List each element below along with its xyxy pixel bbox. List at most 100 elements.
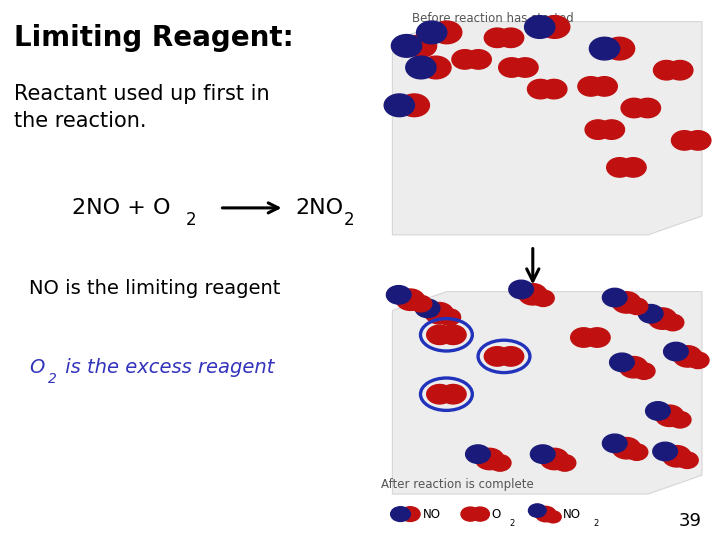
Circle shape — [648, 308, 677, 329]
Text: O: O — [29, 357, 44, 377]
Circle shape — [667, 60, 693, 80]
Circle shape — [518, 284, 547, 305]
Circle shape — [620, 158, 646, 177]
Circle shape — [672, 131, 698, 150]
Circle shape — [633, 363, 655, 379]
Circle shape — [654, 60, 680, 80]
Circle shape — [498, 347, 523, 366]
Circle shape — [610, 353, 634, 372]
Circle shape — [619, 356, 648, 378]
Circle shape — [509, 280, 534, 299]
Circle shape — [387, 286, 411, 304]
Circle shape — [604, 37, 634, 60]
Text: 2NO + O: 2NO + O — [72, 198, 171, 218]
Circle shape — [440, 384, 466, 404]
Circle shape — [512, 58, 538, 77]
Circle shape — [531, 445, 555, 463]
Text: O: O — [491, 508, 500, 521]
Circle shape — [396, 289, 425, 310]
Text: 39: 39 — [679, 512, 702, 530]
Circle shape — [410, 295, 432, 312]
Circle shape — [584, 328, 610, 347]
Circle shape — [578, 77, 604, 96]
Text: 2: 2 — [344, 211, 355, 229]
Circle shape — [384, 94, 415, 117]
Circle shape — [540, 448, 569, 470]
Circle shape — [612, 437, 641, 459]
Circle shape — [598, 120, 624, 139]
Circle shape — [685, 131, 711, 150]
Circle shape — [669, 411, 691, 428]
Circle shape — [438, 309, 461, 325]
Circle shape — [590, 37, 620, 60]
Circle shape — [475, 448, 504, 470]
Circle shape — [634, 98, 660, 118]
Circle shape — [452, 50, 478, 69]
Circle shape — [612, 292, 641, 313]
Circle shape — [603, 288, 627, 307]
Circle shape — [662, 446, 691, 467]
Circle shape — [545, 511, 561, 523]
Circle shape — [461, 507, 480, 521]
Circle shape — [440, 325, 466, 345]
Circle shape — [399, 94, 429, 117]
Circle shape — [498, 28, 523, 48]
Circle shape — [532, 290, 554, 306]
Circle shape — [415, 299, 440, 318]
Circle shape — [465, 50, 491, 69]
Circle shape — [406, 56, 436, 79]
Text: NO is the limiting reagent: NO is the limiting reagent — [29, 279, 280, 299]
Circle shape — [687, 352, 709, 368]
Text: 2: 2 — [593, 519, 598, 528]
Circle shape — [639, 305, 663, 323]
Polygon shape — [392, 292, 702, 494]
Circle shape — [431, 21, 462, 44]
Circle shape — [392, 35, 422, 57]
Circle shape — [406, 35, 436, 57]
Text: 2NO: 2NO — [295, 198, 343, 218]
Circle shape — [554, 455, 576, 471]
Circle shape — [425, 302, 454, 324]
Circle shape — [662, 314, 684, 330]
Circle shape — [541, 79, 567, 99]
Text: Limiting Reagent:: Limiting Reagent: — [14, 24, 294, 52]
Circle shape — [591, 77, 617, 96]
Circle shape — [420, 56, 451, 79]
Text: Reactant used up first in
the reaction.: Reactant used up first in the reaction. — [14, 84, 270, 131]
Circle shape — [536, 507, 556, 522]
Circle shape — [528, 504, 546, 517]
Circle shape — [525, 16, 555, 38]
Text: NO: NO — [423, 508, 441, 521]
Circle shape — [485, 28, 510, 48]
Circle shape — [664, 342, 688, 361]
Text: 2: 2 — [186, 211, 197, 229]
Circle shape — [585, 120, 611, 139]
Circle shape — [417, 21, 447, 44]
Polygon shape — [392, 22, 702, 235]
Circle shape — [400, 507, 420, 522]
Text: 2: 2 — [510, 519, 515, 528]
Circle shape — [466, 445, 490, 463]
Text: 2: 2 — [48, 372, 56, 386]
Circle shape — [673, 346, 702, 367]
Text: Before reaction has started: Before reaction has started — [413, 12, 574, 25]
Text: NO: NO — [563, 508, 581, 521]
Circle shape — [655, 405, 684, 427]
Circle shape — [499, 58, 525, 77]
Circle shape — [603, 434, 627, 453]
Circle shape — [485, 347, 510, 366]
Text: is the excess reagent: is the excess reagent — [59, 357, 274, 377]
Circle shape — [471, 507, 490, 521]
Circle shape — [571, 328, 597, 347]
Circle shape — [427, 325, 453, 345]
Circle shape — [626, 298, 648, 314]
Circle shape — [621, 98, 647, 118]
Text: After reaction is complete: After reaction is complete — [381, 478, 534, 491]
Circle shape — [646, 402, 670, 420]
Circle shape — [653, 442, 678, 461]
Circle shape — [539, 16, 570, 38]
Circle shape — [676, 452, 698, 468]
Circle shape — [489, 455, 511, 471]
Circle shape — [391, 507, 410, 522]
Circle shape — [626, 444, 648, 460]
